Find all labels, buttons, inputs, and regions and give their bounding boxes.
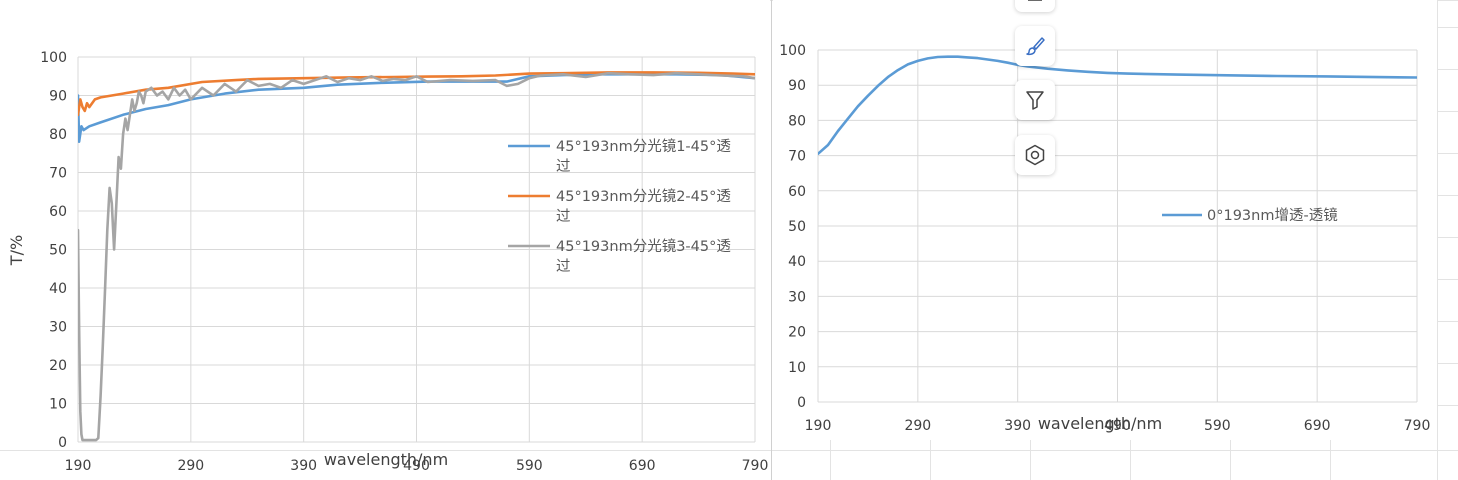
series-line-3 (78, 71, 755, 442)
y-tick-label: 80 (788, 113, 806, 129)
x-tick-label: 790 (1404, 418, 1431, 434)
filter-icon (1026, 91, 1044, 110)
brush-icon (1026, 37, 1045, 56)
series-line-2 (78, 71, 755, 117)
y-tick-label: 10 (49, 397, 67, 413)
y-tick-label: 70 (788, 149, 806, 165)
x-tick-label: 390 (1004, 418, 1031, 434)
x-tick-label: 690 (629, 458, 656, 474)
legend-label-3: 45°193nm分光镜3-45°透过 (556, 237, 731, 275)
y-tick-label: 0 (797, 395, 806, 411)
y-axis-label: T/% (7, 235, 26, 266)
y-tick-label: 40 (49, 281, 67, 297)
x-tick-label: 690 (1304, 418, 1331, 434)
chart-styles-button[interactable] (1015, 26, 1055, 66)
x-tick-label: 390 (290, 458, 317, 474)
legend-label-1: 45°193nm分光镜1-45°透过 (556, 137, 731, 175)
y-tick-label: 0 (58, 435, 67, 451)
x-tick-label: 790 (742, 458, 769, 474)
x-tick-label: 490 (403, 458, 430, 474)
x-tick-label: 490 (1104, 418, 1131, 434)
y-tick-label: 50 (788, 219, 806, 235)
chart-right: 0 10 20 30 40 50 60 70 80 90 100 190 290 390 490 590 690… (779, 43, 1430, 434)
y-tick-label: 30 (49, 320, 67, 336)
y-tick-label: 30 (788, 289, 806, 305)
y-tick-label: 20 (788, 325, 806, 341)
chart-filters-button[interactable] (1015, 80, 1055, 120)
x-tick-label: 290 (177, 458, 204, 474)
y-tick-label: 50 (49, 243, 67, 259)
y-tick-label: 70 (49, 166, 67, 182)
y-tick-label: 90 (788, 78, 806, 94)
x-tick-label: 190 (805, 418, 832, 434)
series-line-1 (818, 55, 1417, 156)
y-tick-label: 100 (40, 50, 67, 66)
legend-label-2: 45°193nm分光镜2-45°透过 (556, 187, 731, 225)
x-axis-label: wavelength/nm (324, 450, 448, 469)
x-tick-label: 590 (516, 458, 543, 474)
y-tick-label: 40 (788, 254, 806, 270)
x-tick-label: 290 (904, 418, 931, 434)
legend-label-1: 0°193nm增透-透镜 (1207, 206, 1338, 224)
x-axis-label: wavelength/nm (1038, 414, 1162, 433)
y-tick-label: 90 (49, 89, 67, 105)
y-tick-label: 80 (49, 127, 67, 143)
y-tick-label: 60 (49, 204, 67, 220)
chart-elements-button[interactable] (1015, 0, 1055, 12)
chart-left: 0 10 20 30 40 50 60 70 80 90 100 190 290 390 490 590 690… (7, 50, 768, 474)
y-tick-label: 20 (49, 358, 67, 374)
chart-elements-icon (1028, 0, 1042, 1)
y-tick-label: 60 (788, 184, 806, 200)
settings-hexagon-icon (1025, 144, 1045, 166)
y-tick-label: 10 (788, 360, 806, 376)
y-tick-label: 100 (779, 43, 806, 59)
chart-settings-button[interactable] (1015, 135, 1055, 175)
x-tick-label: 190 (65, 458, 92, 474)
x-tick-label: 590 (1204, 418, 1231, 434)
